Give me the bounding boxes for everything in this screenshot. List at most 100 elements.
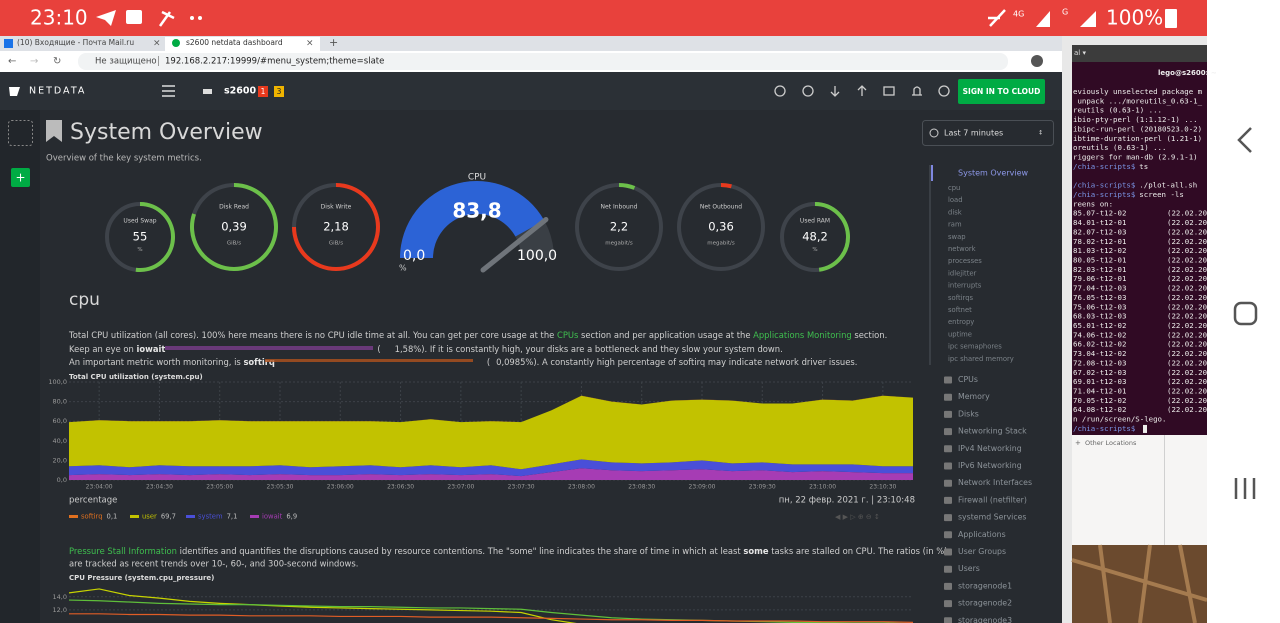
terminal-line: (22.02.20 — [1167, 340, 1207, 349]
gauge-units: GiB/s — [329, 240, 343, 246]
sparkline — [265, 359, 473, 362]
x-tick-label: 23:04:30 — [146, 484, 173, 491]
menu-section[interactable]: storagenode3 — [958, 616, 1012, 623]
cursor — [1143, 424, 1147, 433]
tab-title: (10) Входящие - Почта Mail.ru — [17, 38, 134, 47]
nav-home[interactable] — [1233, 301, 1258, 326]
alarm-icon[interactable] — [912, 86, 922, 96]
sync-icon[interactable] — [774, 85, 786, 97]
y-tick-label: 60,0 — [53, 417, 67, 425]
legend-entry[interactable]: system 7,1 — [198, 513, 237, 521]
tab-close[interactable]: × — [153, 39, 161, 49]
upload-icon[interactable] — [857, 85, 867, 96]
menu-item[interactable]: uptime — [948, 330, 972, 338]
add-space[interactable] — [11, 168, 30, 187]
menu-item[interactable]: entropy — [948, 318, 974, 326]
menu-section[interactable]: CPUs — [958, 375, 978, 384]
legend-entry[interactable]: softirq 0,1 — [81, 513, 117, 521]
terminal-line: /chia-scripts$ — [1073, 424, 1136, 433]
menu-section[interactable]: Network Interfaces — [958, 478, 1032, 487]
gauge-title: Used RAM — [800, 218, 830, 225]
menu-item[interactable]: ram — [948, 221, 962, 229]
network-type: 4G — [1013, 10, 1024, 19]
gauge-title: Net Outbound — [700, 203, 742, 210]
omnibox[interactable] — [78, 53, 1008, 70]
gauge-value: 55 — [133, 230, 148, 244]
alarm-badge[interactable] — [258, 86, 268, 97]
text-run: Keep an eye on — [69, 344, 136, 354]
terminal-line: /chia-scripts$ ./plot-all.sh — [1073, 181, 1197, 190]
menu-section[interactable]: storagenode2 — [958, 599, 1012, 608]
text-run: ). A constantly high percentage of softi… — [533, 357, 857, 367]
menu-item[interactable]: ipc shared memory — [948, 355, 1014, 363]
new-tab[interactable]: + — [329, 36, 338, 49]
legend-name: softirq — [81, 513, 103, 521]
x-tick-label: 23:06:30 — [387, 484, 414, 491]
units-label: percentage — [69, 496, 117, 506]
menu-section[interactable]: Memory — [958, 392, 990, 401]
section-heading: cpu — [69, 290, 100, 310]
tab-close[interactable]: × — [306, 39, 314, 49]
nav-recents[interactable] — [1234, 478, 1256, 499]
forward-button[interactable]: → — [30, 56, 38, 67]
left-sidebar — [0, 110, 40, 623]
alarm-badge[interactable] — [274, 86, 284, 97]
menu-section[interactable]: IPv4 Networking — [958, 444, 1022, 453]
space-placeholder[interactable] — [8, 120, 33, 146]
back-button[interactable]: ← — [8, 56, 16, 67]
link[interactable]: Applications Monitoring — [753, 330, 852, 340]
menu-item[interactable]: swap — [948, 233, 966, 241]
menu-section[interactable]: Disks — [958, 409, 979, 418]
legend-entry[interactable]: user 69,7 — [142, 513, 176, 521]
terminal-line: reutils (0.63-1) ... — [1073, 106, 1162, 115]
file-location[interactable]: Other Locations — [1085, 439, 1137, 447]
menu-item[interactable]: cpu — [948, 184, 960, 192]
menu-item[interactable]: softirqs — [948, 294, 974, 302]
active-tab[interactable] — [165, 37, 320, 51]
gauge-arc — [814, 202, 850, 272]
menu-section[interactable]: systemd Services — [958, 513, 1027, 522]
menu-section[interactable]: Networking Stack — [958, 427, 1027, 436]
menu-section[interactable]: Applications — [958, 530, 1006, 539]
gauge-title: CPU — [468, 173, 486, 183]
menu-item[interactable]: load — [948, 196, 963, 204]
terminal-line: 66.02-t12-02 — [1073, 340, 1126, 349]
download-icon[interactable] — [830, 86, 840, 97]
menu-section[interactable]: User Groups — [958, 547, 1006, 556]
gauge-title: Disk Read — [219, 203, 249, 210]
menu-item[interactable]: ipc semaphores — [948, 343, 1002, 351]
link[interactable]: CPUs — [557, 330, 578, 340]
help-icon[interactable] — [802, 85, 814, 97]
menu-active[interactable]: System Overview — [958, 169, 1028, 178]
gauge-needle — [480, 217, 549, 273]
print-icon[interactable] — [883, 86, 895, 96]
menu-section[interactable]: Firewall (netfilter) — [958, 495, 1027, 504]
terminal-line: 72.08-t12-03 — [1073, 358, 1126, 367]
nav-back[interactable] — [1237, 127, 1252, 153]
timeframe-picker[interactable] — [922, 120, 1054, 146]
menu-item[interactable]: idlejitter — [948, 269, 977, 277]
x-tick-label: 23:10:00 — [809, 484, 836, 491]
app-icon — [158, 10, 175, 27]
reload-button[interactable]: ↻ — [53, 56, 61, 67]
menu-section[interactable]: storagenode1 — [958, 581, 1012, 590]
link[interactable]: Pressure Stall Information — [69, 546, 177, 556]
legend-name: iowait — [262, 513, 283, 521]
profile-icon[interactable] — [1031, 55, 1043, 67]
terminal-line: (22.02.20 — [1167, 368, 1207, 377]
menu-item[interactable]: interrupts — [948, 282, 982, 290]
menu-item[interactable]: disk — [948, 208, 962, 216]
menu-item[interactable]: processes — [948, 257, 982, 265]
menu-toggle[interactable] — [162, 85, 175, 97]
menu-section[interactable]: IPv6 Networking — [958, 461, 1022, 470]
menu-item[interactable]: softnet — [948, 306, 972, 314]
photo-detail — [1071, 544, 1208, 623]
text-run: 0,0985% — [496, 357, 533, 367]
sign-in-button[interactable] — [958, 79, 1045, 104]
terminal-line: (22.02.20 — [1167, 246, 1207, 255]
menu-item[interactable]: network — [948, 245, 976, 253]
legend-entry[interactable]: iowait 6,9 — [262, 513, 297, 521]
settings-icon[interactable] — [938, 85, 950, 97]
menu-section[interactable]: Users — [958, 564, 980, 573]
